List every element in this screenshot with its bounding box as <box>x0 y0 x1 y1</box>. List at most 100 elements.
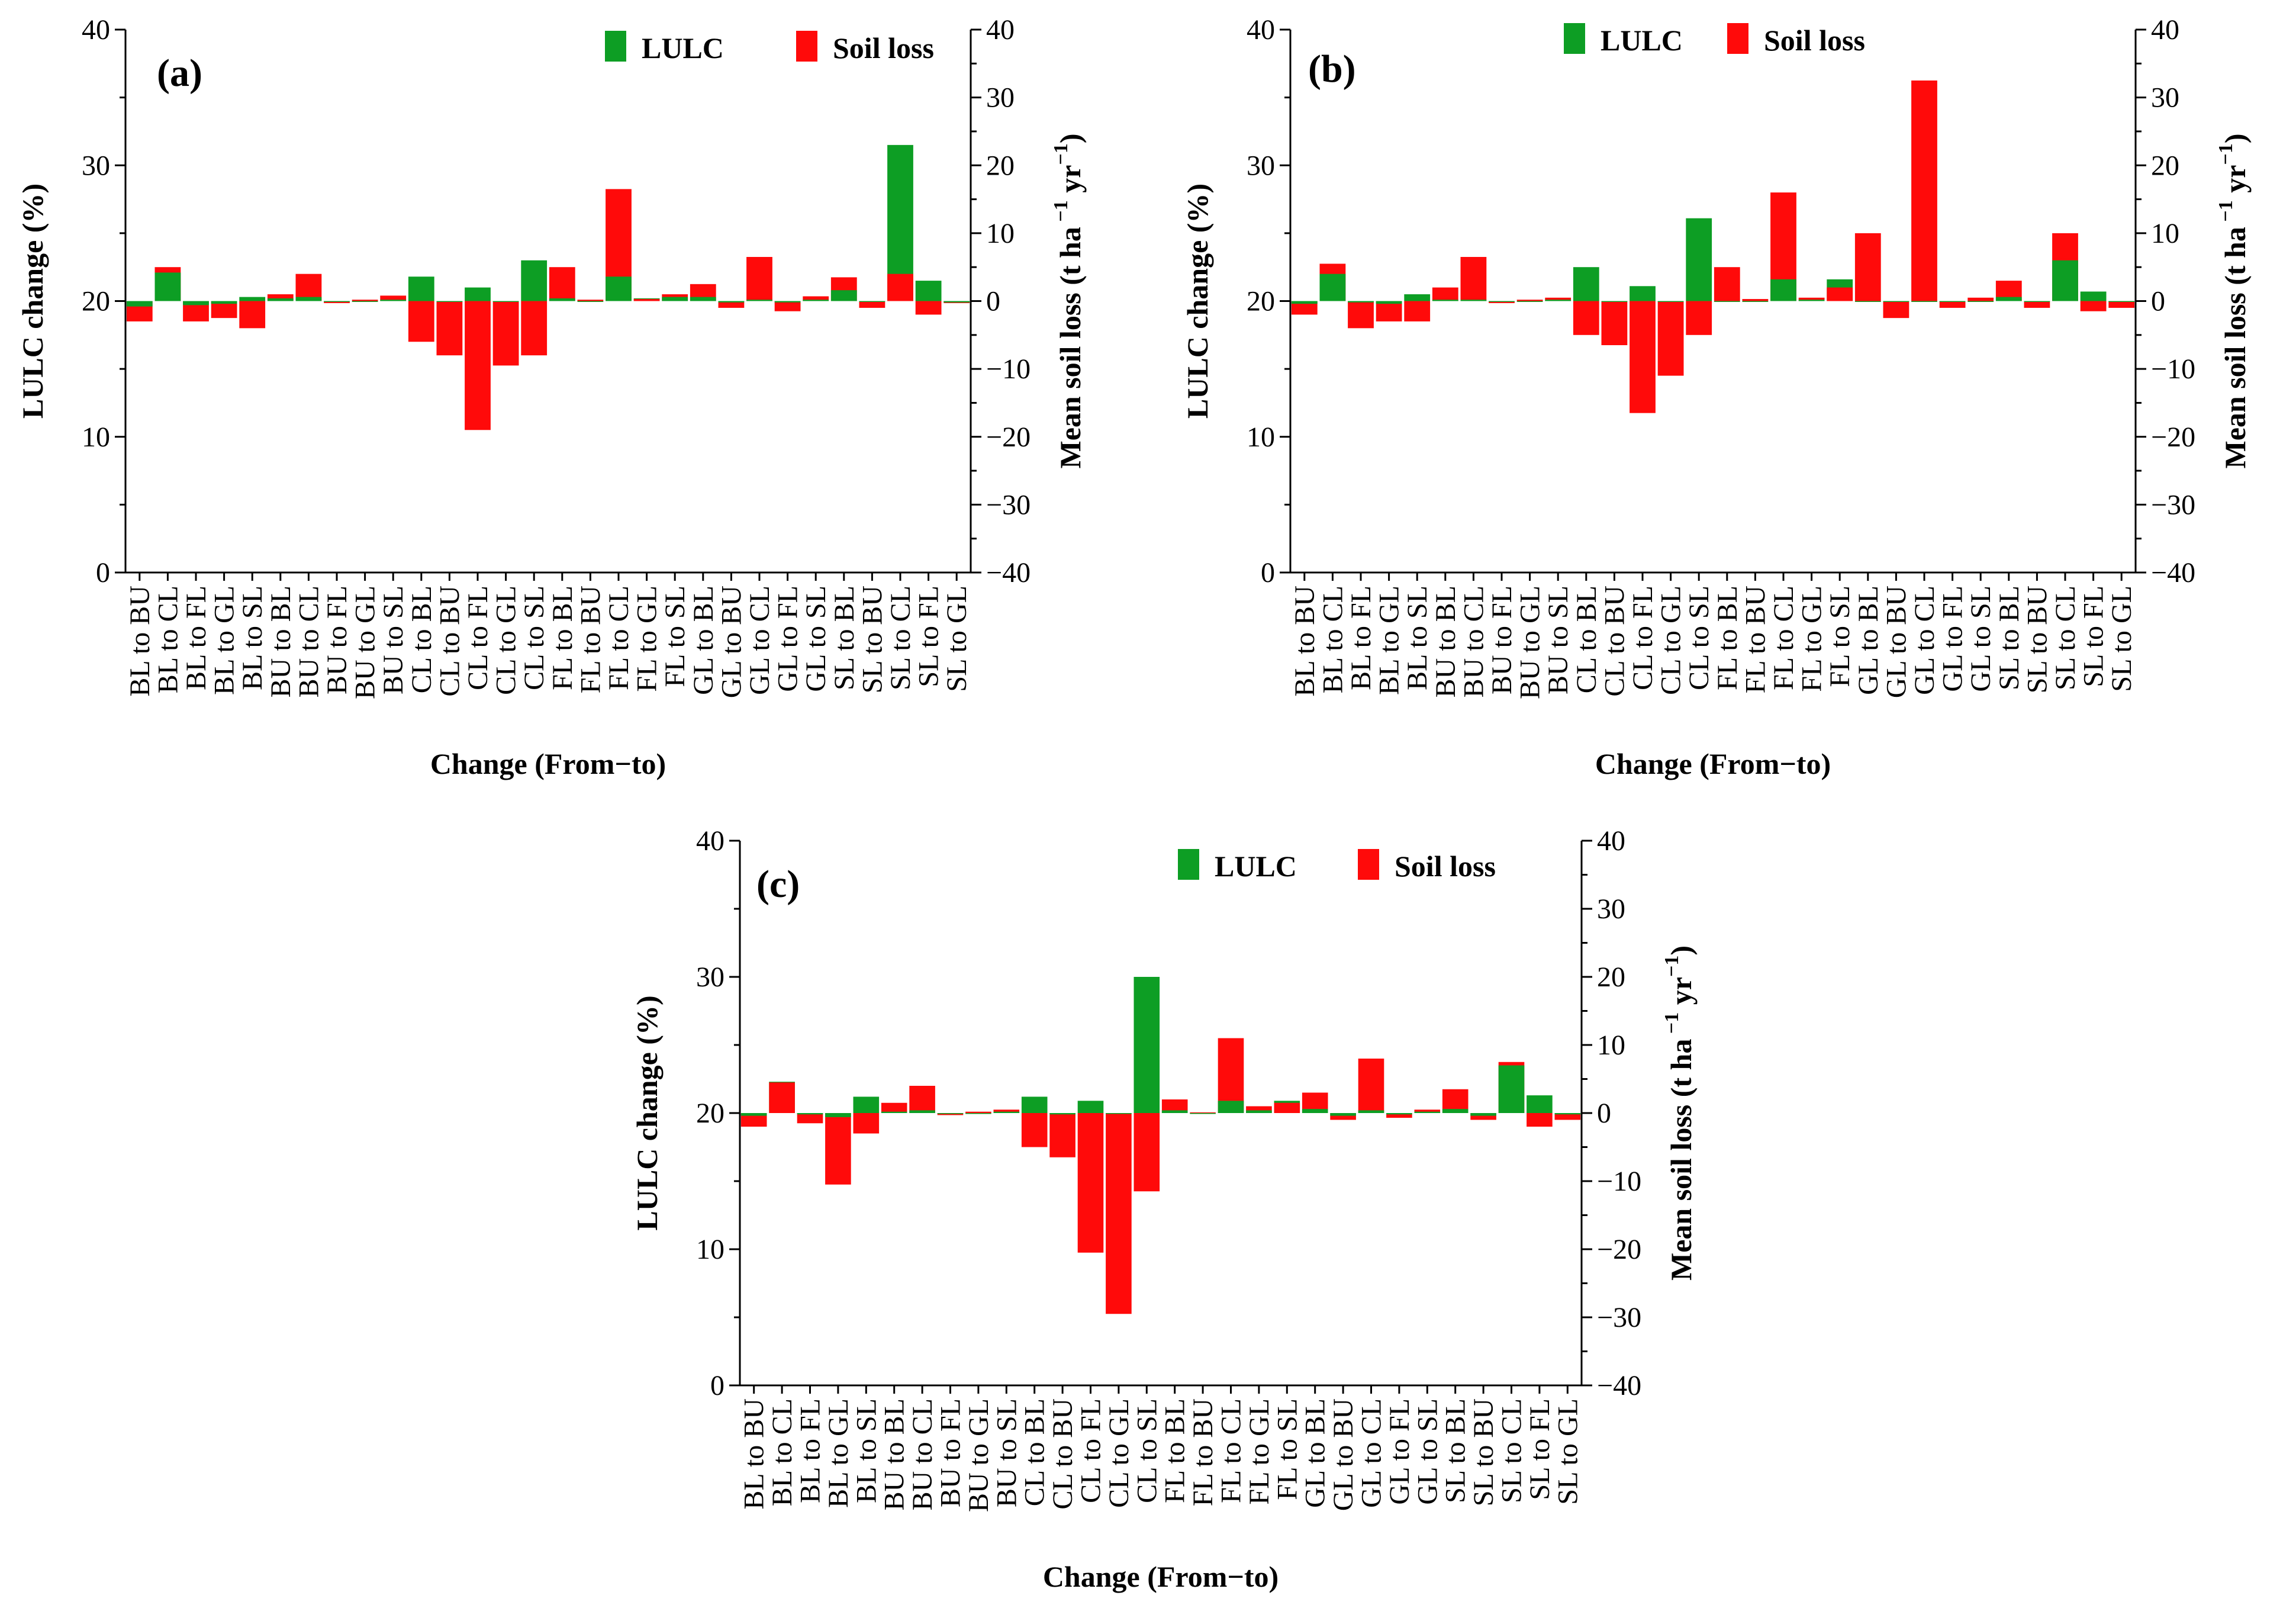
x-tick-label: GL to SL <box>1412 1398 1443 1505</box>
right-axis-title-close: ) <box>1664 945 1698 956</box>
bar-soil-loss <box>1630 301 1656 413</box>
right-tick-label: 10 <box>1597 1030 1625 1061</box>
right-axis-title-sup: −1 <box>1661 956 1683 977</box>
right-tick-label: −30 <box>986 489 1031 520</box>
bar-soil-loss <box>1246 1106 1272 1113</box>
bar-lulc <box>1376 301 1402 304</box>
bar-soil-loss <box>1330 1113 1356 1120</box>
left-axis-title: LULC change (%) <box>630 995 664 1230</box>
bar-soil-loss <box>1077 1113 1104 1253</box>
bar-lulc <box>1460 300 1487 301</box>
bar-lulc <box>909 1110 935 1113</box>
x-tick-label: FL to SL <box>1824 586 1856 687</box>
x-tick-label: BL to CL <box>767 1398 798 1506</box>
bar-lulc <box>1470 1113 1496 1116</box>
bar-lulc <box>1573 267 1599 301</box>
x-tick-label: BU to SL <box>991 1398 1022 1507</box>
bar-soil-loss <box>1161 1099 1188 1113</box>
bar-soil-loss <box>1742 299 1769 301</box>
bar-lulc <box>1077 1101 1104 1113</box>
left-tick-label: 40 <box>696 825 724 857</box>
bar-lulc <box>1106 1113 1132 1114</box>
bar-lulc <box>774 301 801 303</box>
x-axis-title: Change (From−to) <box>430 747 666 780</box>
bar-soil-loss <box>2108 301 2135 308</box>
right-axis-title-mid: yr <box>2218 165 2252 201</box>
x-tick-label: SL to BU <box>2021 586 2053 693</box>
bar-lulc <box>1386 1113 1412 1115</box>
right-tick-label: 30 <box>1597 893 1625 925</box>
bar-lulc <box>606 276 632 301</box>
x-axis-title: Change (From−to) <box>1043 1560 1279 1593</box>
x-tick-label: BL to CL <box>152 586 183 693</box>
bar-lulc <box>1348 301 1374 303</box>
right-axis-title: Mean soil loss (t ha −1 yr−1) <box>2215 134 2252 469</box>
x-tick-label: FL to BU <box>575 586 606 693</box>
bar-soil-loss <box>1106 1113 1132 1314</box>
legend-swatch-lulc <box>605 31 626 62</box>
panel-label: (a) <box>157 52 202 95</box>
bar-soil-loss <box>774 301 801 311</box>
x-tick-label: SL to GL <box>2106 586 2137 692</box>
x-tick-label: FL to BL <box>547 586 578 690</box>
right-tick-label: 20 <box>2151 150 2179 181</box>
x-tick-label: GL to BL <box>688 586 719 695</box>
bar-soil-loss <box>267 294 294 301</box>
bar-lulc <box>853 1096 880 1113</box>
right-axis-title-main: Mean soil loss (t ha <box>2218 227 2252 468</box>
bar-soil-loss <box>2080 301 2107 311</box>
bar-lulc <box>1498 1065 1525 1113</box>
x-tick-label: FL to CL <box>1768 586 1799 690</box>
bar-soil-loss <box>436 301 463 356</box>
x-tick-label: GL to BU <box>1880 586 1912 698</box>
x-tick-label: SL to CL <box>885 586 916 690</box>
legend-swatch-lulc <box>1564 23 1585 54</box>
bar-soil-loss <box>1798 297 1825 301</box>
x-tick-label: GL to SL <box>1965 586 1996 692</box>
bar-soil-loss <box>769 1082 795 1113</box>
left-tick-label: 10 <box>1247 422 1275 453</box>
legend-swatch-soil-loss <box>1358 849 1379 880</box>
x-tick-label: FL to CL <box>1216 1398 1247 1503</box>
x-tick-label: BU to BL <box>1430 586 1461 697</box>
bar-lulc <box>1967 301 1994 302</box>
legend-swatch-soil-loss <box>796 31 817 62</box>
right-axis-title-sup: −1 <box>1050 143 1072 165</box>
x-tick-label: CL to BU <box>434 586 465 697</box>
x-tick-label: BL to FL <box>181 586 212 690</box>
bar-lulc <box>915 281 942 301</box>
x-tick-label: SL to BL <box>1440 1398 1471 1503</box>
bar-lulc <box>1190 1113 1216 1114</box>
bar-lulc <box>211 301 237 304</box>
bar-lulc <box>549 298 575 301</box>
bar-lulc <box>126 301 153 307</box>
bar-lulc <box>1021 1096 1048 1113</box>
bar-lulc <box>1133 977 1160 1113</box>
x-tick-label: BU to SL <box>1543 586 1574 694</box>
bar-soil-loss <box>1883 301 1909 319</box>
bar-soil-loss <box>1291 301 1318 315</box>
bar-lulc <box>1601 301 1628 302</box>
x-tick-label: SL to GL <box>941 586 973 692</box>
bar-soil-loss <box>825 1113 851 1185</box>
legend-label-soil-loss: Soil loss <box>833 31 934 65</box>
bar-soil-loss <box>859 301 885 308</box>
left-tick-label: 20 <box>696 1098 724 1129</box>
bar-soil-loss <box>577 300 604 301</box>
x-tick-label: BL to FL <box>1345 586 1377 690</box>
bar-lulc <box>1798 300 1825 301</box>
bar-soil-loss <box>993 1109 1020 1113</box>
legend-swatch-lulc <box>1178 849 1199 880</box>
x-tick-label: BU to CL <box>293 586 324 697</box>
x-tick-label: CL to FL <box>1075 1398 1107 1503</box>
right-tick-label: 0 <box>1597 1098 1611 1129</box>
x-tick-label: BL to BU <box>1289 586 1321 697</box>
right-tick-label: −10 <box>2151 353 2195 385</box>
bar-lulc <box>1527 1095 1553 1113</box>
right-tick-label: −20 <box>2151 422 2195 453</box>
bar-soil-loss <box>803 296 829 301</box>
x-tick-label: GL to BL <box>1300 1398 1331 1508</box>
bar-soil-loss <box>909 1086 935 1113</box>
